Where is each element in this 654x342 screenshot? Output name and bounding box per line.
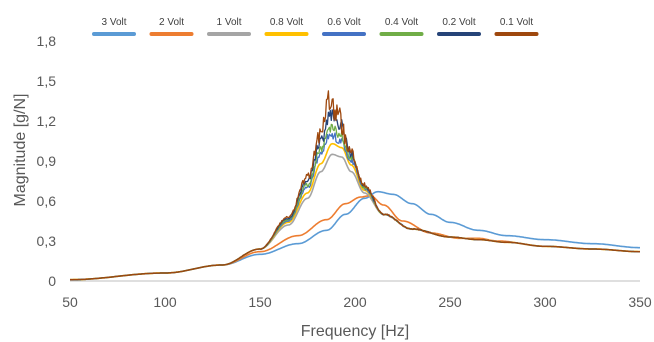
y-tick-label: 1,5 [37, 73, 57, 89]
legend-label: 3 Volt [101, 17, 126, 28]
series-line [70, 153, 640, 281]
x-tick-label: 150 [248, 294, 272, 310]
series-line [70, 90, 640, 281]
y-tick-label: 1,8 [37, 33, 57, 49]
x-tick-label: 300 [533, 294, 557, 310]
legend-label: 0.4 Volt [385, 17, 419, 28]
legend-label: 0.2 Volt [442, 17, 476, 28]
x-axis-ticks: 50 100 150 200 250 300 350 [62, 294, 652, 310]
series-line [70, 194, 640, 281]
y-tick-label: 1,2 [37, 113, 57, 129]
y-tick-label: 0,6 [37, 193, 57, 209]
legend-label: 0.6 Volt [327, 17, 361, 28]
y-axis-ticks: 0 0,3 0,6 0,9 1,2 1,5 1,8 [37, 33, 57, 289]
legend-label: 0.8 Volt [270, 17, 304, 28]
legend-label: 2 Volt [159, 17, 184, 28]
legend: 3 Volt 2 Volt 1 Volt 0.8 Volt 0.6 Volt 0.4 Vo… [92, 17, 539, 36]
series-line [70, 190, 640, 281]
y-tick-label: 0,9 [37, 153, 57, 169]
plot-area: 50 100 150 200 250 300 350 0 0,3 0,6 0,9 1,2 1,5 1,8 [37, 33, 652, 310]
x-axis-title: Frequency [Hz] [301, 323, 409, 340]
y-axis-title: Magnitude [g/N] [12, 94, 29, 207]
y-tick-label: 0 [48, 273, 56, 289]
x-tick-label: 350 [628, 294, 652, 310]
series-layer [70, 90, 640, 281]
series-line [70, 109, 640, 281]
legend-label: 0.1 Volt [500, 17, 534, 28]
x-tick-label: 50 [62, 294, 78, 310]
x-tick-label: 200 [343, 294, 367, 310]
y-tick-label: 0,3 [37, 233, 57, 249]
series-line [70, 123, 640, 281]
x-tick-label: 250 [438, 294, 462, 310]
legend-label: 1 Volt [216, 17, 241, 28]
x-tick-label: 100 [153, 294, 177, 310]
